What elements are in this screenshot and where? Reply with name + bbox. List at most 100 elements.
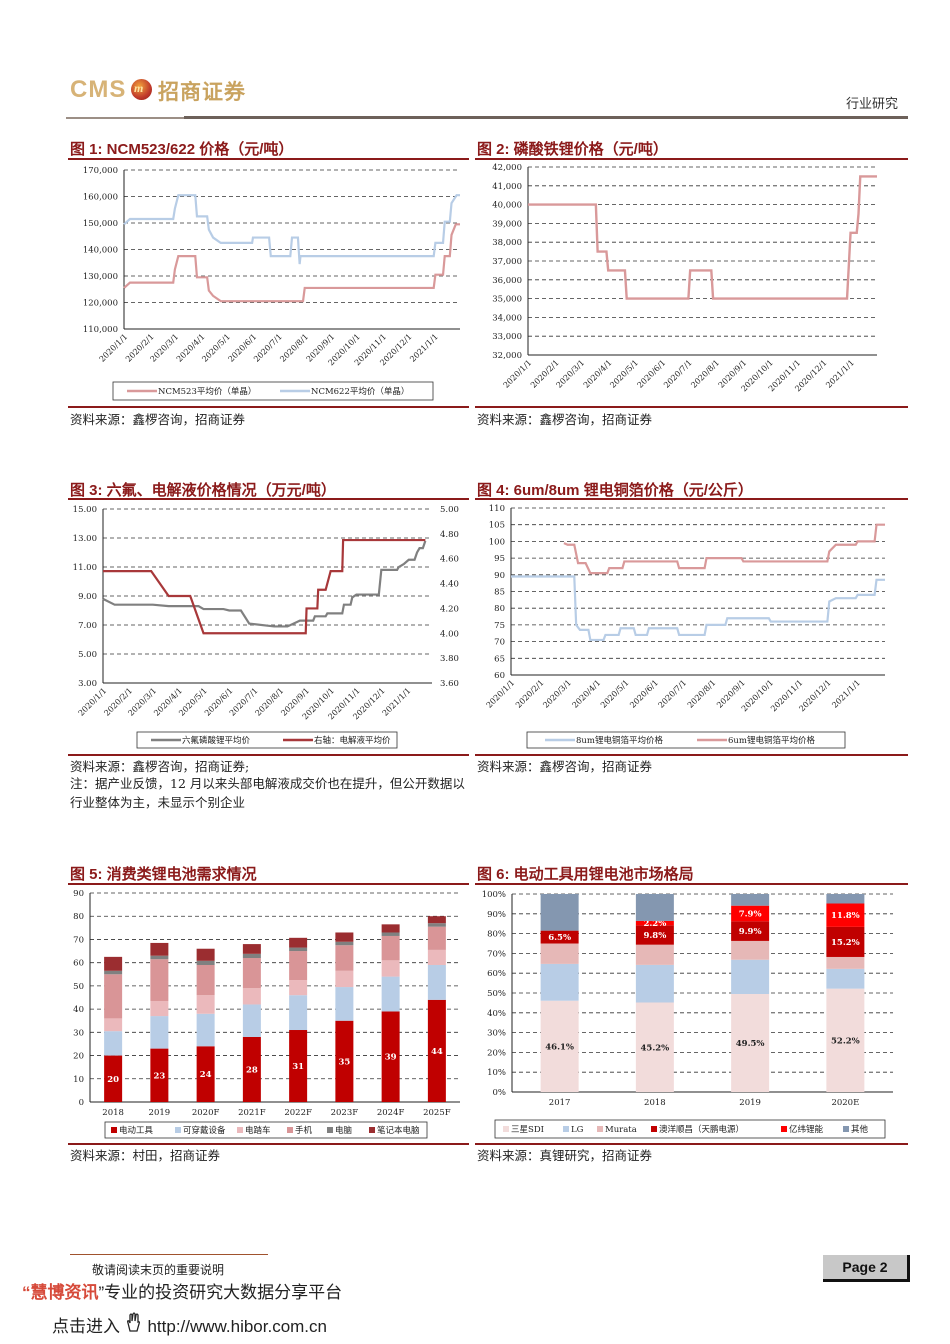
x-tick-label: 2024F bbox=[377, 1108, 405, 1118]
y-tick-label: 20% bbox=[487, 1048, 506, 1058]
bar-segment bbox=[540, 943, 579, 964]
y2-tick-label: 4.80 bbox=[440, 530, 459, 540]
bar-segment bbox=[335, 970, 354, 988]
y-tick-label: 3.00 bbox=[78, 679, 97, 689]
y-tick-label: 40 bbox=[73, 1005, 84, 1015]
x-tick-label: 2020/7/1 bbox=[657, 678, 689, 710]
bar-segment bbox=[242, 1036, 261, 1102]
y-tick-label: 105 bbox=[489, 521, 505, 531]
data-label: 20 bbox=[107, 1075, 119, 1085]
y-tick-label: 34,000 bbox=[492, 313, 522, 323]
x-tick-label: 2020/1/1 bbox=[502, 358, 534, 390]
bar-segment bbox=[731, 940, 770, 960]
fig3-source: 资料来源：鑫椤咨询，招商证券; bbox=[70, 759, 250, 774]
data-label: 31 bbox=[292, 1062, 304, 1072]
legend-label: 亿纬锂能 bbox=[789, 1124, 824, 1135]
bar-segment bbox=[104, 956, 123, 971]
bar-segment bbox=[150, 1000, 169, 1017]
bar-segment bbox=[540, 930, 579, 944]
report-section-label: 行业研究 bbox=[845, 97, 898, 112]
x-tick-label: 2020/8/1 bbox=[689, 358, 721, 390]
fig4-copper-foil-chart: 60 65 70 75 80 85 90 95 100 105 110 2020/1/12020/2/… bbox=[485, 504, 885, 749]
data-label: 49.5% bbox=[736, 1039, 765, 1049]
bar-segment bbox=[427, 916, 446, 924]
bar-segment bbox=[196, 1013, 215, 1047]
legend-label: 澳洋顺昌（天鹏电源） bbox=[659, 1124, 744, 1135]
data-label: 39 bbox=[385, 1053, 397, 1063]
fig6-source-rule bbox=[475, 1143, 908, 1145]
disclaimer-note: 敬请阅读末页的重要说明 bbox=[92, 1263, 225, 1277]
fig1-ncm-price-chart: 110,000 120,000 130,000 140,000 150,000 160,0… bbox=[83, 166, 460, 401]
bar-segment bbox=[381, 960, 400, 977]
bar-segment bbox=[427, 964, 446, 1000]
bar-segment bbox=[242, 1004, 261, 1037]
y-tick-label: 65 bbox=[494, 654, 505, 664]
promo-banner: “慧博资讯”专业的投资研究大数据分享平台 bbox=[22, 1278, 342, 1303]
y-tick-label: 120,000 bbox=[83, 299, 118, 309]
legend-swatch bbox=[111, 1127, 117, 1133]
series-line bbox=[123, 194, 460, 265]
data-label: 28 bbox=[246, 1065, 258, 1075]
hand-pointer-icon bbox=[125, 1312, 143, 1337]
promo-link-prefix: 点击进入 bbox=[52, 1317, 120, 1336]
data-label: 9.8% bbox=[643, 931, 666, 941]
bar-segment bbox=[104, 1018, 123, 1032]
legend-swatch bbox=[843, 1126, 849, 1132]
legend-swatch bbox=[503, 1126, 509, 1132]
y-tick-label: 50% bbox=[487, 989, 506, 999]
x-tick-label: 2018 bbox=[644, 1098, 666, 1108]
x-tick-label: 2021/1/1 bbox=[830, 678, 862, 710]
data-label: 45.2% bbox=[640, 1043, 669, 1053]
x-tick-label: 2018 bbox=[102, 1108, 124, 1118]
promo-quote-close: ” bbox=[98, 1283, 105, 1302]
bar-segment bbox=[540, 1000, 579, 1092]
y-tick-label: 110 bbox=[489, 504, 505, 514]
y2-tick-label: 4.60 bbox=[440, 555, 459, 565]
x-tick-label: 2021/1/1 bbox=[824, 358, 856, 390]
bar-segment bbox=[289, 995, 308, 1031]
y-tick-label: 160,000 bbox=[83, 193, 118, 203]
y-tick-label: 90 bbox=[73, 889, 84, 899]
fig2-source: 资料来源：鑫椤咨询，招商证券 bbox=[477, 412, 653, 427]
y-tick-label: 70 bbox=[494, 638, 505, 648]
y-tick-label: 60 bbox=[494, 671, 505, 681]
y-tick-label: 41,000 bbox=[492, 182, 522, 192]
fig4-title-rule bbox=[475, 498, 908, 500]
bar-segment bbox=[635, 894, 674, 921]
legend-swatch bbox=[563, 1126, 569, 1132]
bar-segment bbox=[242, 958, 261, 989]
logo-glyph: m bbox=[134, 81, 144, 95]
cms-logo-icon: m bbox=[131, 79, 152, 100]
bar-segment bbox=[289, 951, 308, 981]
data-label: 7.9% bbox=[739, 910, 762, 920]
promo-link-row[interactable]: 点击进入 http://www.hibor.com.cn bbox=[52, 1312, 327, 1337]
promo-url-link[interactable]: http://www.hibor.com.cn bbox=[147, 1317, 327, 1336]
bar-segment bbox=[104, 974, 123, 1019]
bar-segment bbox=[635, 920, 674, 926]
bar-segment bbox=[427, 923, 446, 927]
x-tick-label: 2022F bbox=[284, 1108, 312, 1118]
fig2-title-rule bbox=[475, 158, 908, 160]
y-tick-label: 35,000 bbox=[492, 295, 522, 305]
bar-segment bbox=[104, 1031, 123, 1056]
x-tick-label: 2025F bbox=[423, 1108, 451, 1118]
y-tick-label: 80 bbox=[494, 604, 505, 614]
legend-swatch bbox=[781, 1126, 787, 1132]
bar-segment bbox=[731, 905, 770, 922]
y-tick-label: 95 bbox=[494, 554, 505, 564]
legend-swatch bbox=[597, 1126, 603, 1132]
legend-label: 六氟磷酸锂平均价 bbox=[182, 735, 251, 746]
fig6-source: 资料来源：真锂研究，招商证券 bbox=[477, 1148, 653, 1163]
y-tick-label: 40,000 bbox=[492, 201, 522, 211]
x-tick-label: 2019 bbox=[739, 1098, 761, 1108]
bar-segment bbox=[289, 937, 308, 948]
x-tick-label: 2020/7/1 bbox=[662, 358, 694, 390]
bar-segment bbox=[196, 1046, 215, 1102]
legend-label: 笔记本电脑 bbox=[377, 1125, 420, 1136]
bar-segment bbox=[150, 942, 169, 956]
data-label: 15.2% bbox=[831, 938, 860, 948]
bar-segment bbox=[196, 948, 215, 961]
fig4-source: 资料来源：鑫椤咨询，招商证券 bbox=[477, 759, 653, 774]
bar-segment bbox=[242, 988, 261, 1005]
y-tick-label: 39,000 bbox=[492, 219, 522, 229]
